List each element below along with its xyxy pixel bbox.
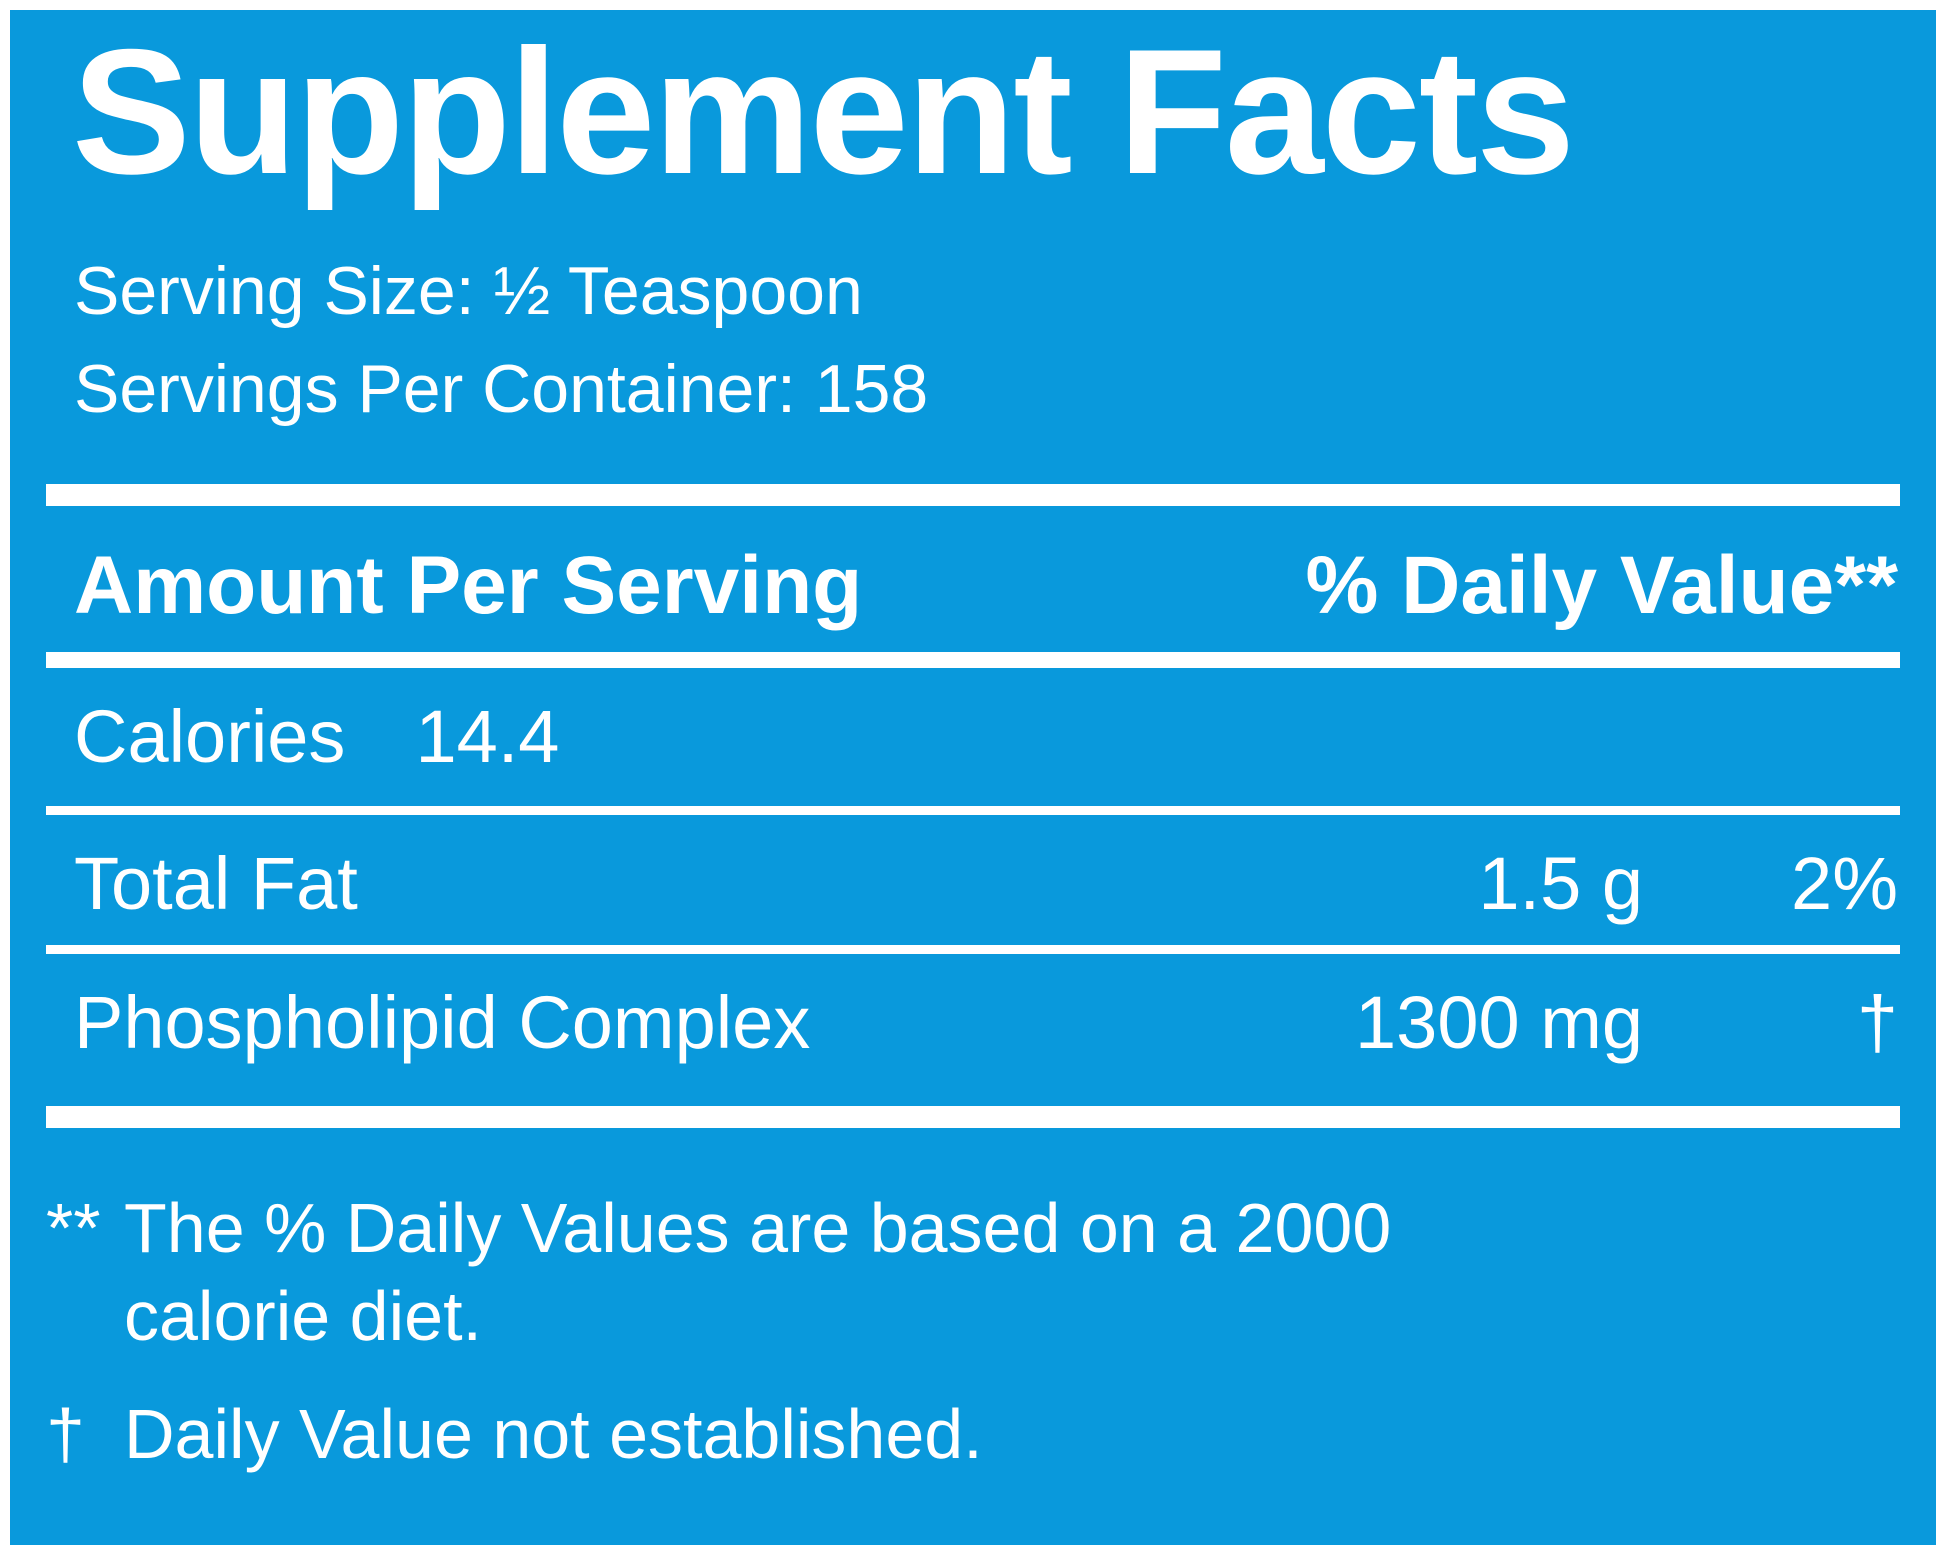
total-fat-row: Total Fat 1.5 g 2% [74,841,1898,927]
footnote-daily-values-line2: calorie diet. [124,1277,482,1355]
phospholipid-complex-row: Phospholipid Complex 1300 mg † [74,980,1898,1066]
footnote-daily-values: ** The % Daily Values are based on a 200… [46,1184,1900,1360]
calories-label: Calories [74,695,346,778]
total-fat-daily-value: 2% [1791,842,1898,925]
phospholipid-complex-amount: 1300 mg [1355,981,1643,1064]
footnote-daily-values-text: The % Daily Values are based on a 2000 c… [124,1184,1900,1360]
phospholipid-complex-daily-value: † [1856,981,1898,1064]
footnote-dagger-marker: † [46,1395,85,1473]
total-fat-amount: 1.5 g [1478,842,1643,925]
calories-row: Calories 14.4 [74,694,1898,780]
calories-value: 14.4 [415,695,560,778]
footnote-dagger-line1: Daily Value not established. [124,1395,983,1473]
footnote-daily-values-line1: The % Daily Values are based on a 2000 [124,1189,1392,1267]
divider-thick-bottom [46,1106,1900,1128]
supplement-facts-panel: Supplement Facts Serving Size: ½ Teaspoo… [10,10,1936,1545]
total-fat-label: Total Fat [74,842,358,925]
footnote-dagger: † Daily Value not established. [46,1390,1900,1478]
daily-value-header: % Daily Value** [1305,540,1898,631]
footnote-daily-values-marker: ** [46,1189,101,1267]
serving-info-block: Serving Size: ½ Teaspoon Servings Per Co… [74,242,1900,438]
phospholipid-complex-label: Phospholipid Complex [74,981,811,1064]
footnotes-block: ** The % Daily Values are based on a 200… [46,1184,1900,1478]
divider-thick-top [46,484,1900,506]
table-header-row: Amount Per Serving % Daily Value** [74,536,1898,636]
divider-under-header [46,652,1900,668]
footnote-dagger-text: Daily Value not established. [124,1390,1900,1478]
divider-under-calories [46,806,1900,815]
divider-under-total-fat [46,945,1900,954]
supplement-facts-title: Supplement Facts [72,12,1575,211]
servings-per-container-line: Servings Per Container: 158 [74,351,929,427]
amount-per-serving-header: Amount Per Serving [74,540,863,631]
serving-size-line: Serving Size: ½ Teaspoon [74,253,863,329]
